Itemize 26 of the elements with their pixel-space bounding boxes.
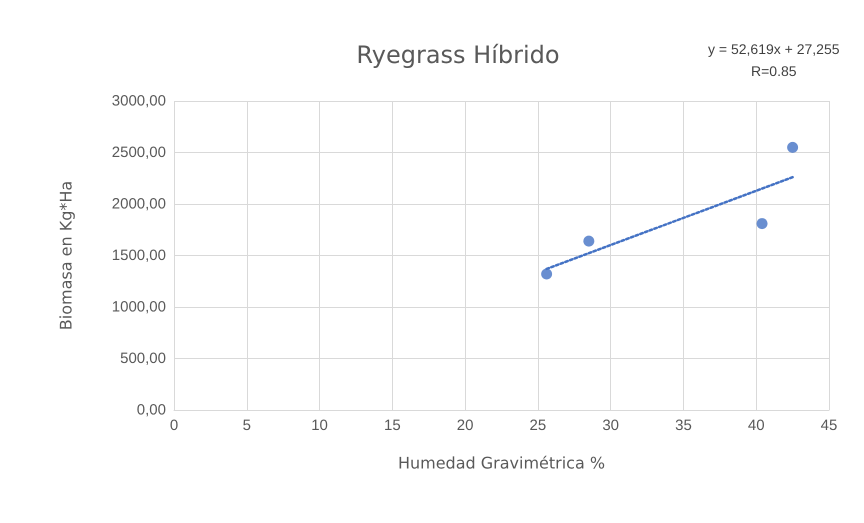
x-tick-label: 25 — [530, 417, 546, 434]
point — [583, 236, 594, 247]
x-tick-label: 30 — [602, 417, 620, 434]
y-tick-label: 500,00 — [120, 350, 166, 367]
y-tick-label: 3000,00 — [112, 92, 166, 110]
y-axis-title: Biomasa en Kg*Ha — [56, 180, 76, 330]
text: y = 52,619x + 27,255 — [708, 41, 840, 57]
x-tick-label: 20 — [456, 417, 474, 434]
x-tick-label: 45 — [820, 417, 838, 434]
text: R=0.85 — [751, 63, 797, 79]
x-tick-label: 40 — [748, 417, 765, 434]
y-tick-label: 2500,00 — [112, 144, 166, 161]
x-tick-label: 0 — [170, 417, 178, 434]
x-axis-title: Humedad Gravimétrica % — [398, 454, 606, 472]
point — [756, 218, 768, 230]
y-tick-label: 1000,00 — [112, 298, 166, 316]
y-tick-label: 0,00 — [136, 402, 166, 418]
x-tick-label: 35 — [675, 417, 692, 434]
point — [787, 142, 798, 153]
point — [541, 268, 552, 280]
x-tick-label: 15 — [384, 417, 401, 434]
x-tick-label: 10 — [311, 417, 328, 434]
chart-title: Ryegrass Híbrido — [356, 41, 560, 69]
y-tick-label: 1500,00 — [112, 247, 166, 264]
x-tick-label: 5 — [242, 417, 251, 434]
y-tick-label: 2000,00 — [112, 196, 166, 212]
